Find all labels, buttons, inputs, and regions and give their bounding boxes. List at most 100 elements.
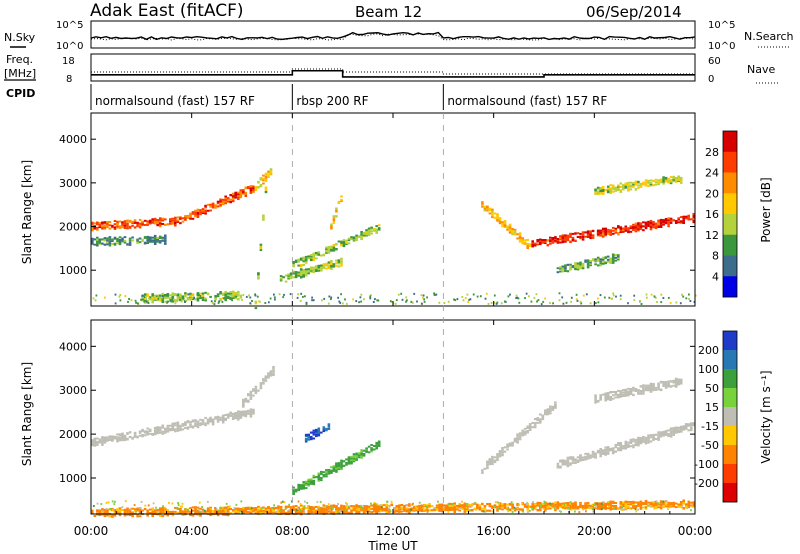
echo-cell bbox=[667, 501, 670, 504]
echo-cell bbox=[584, 507, 587, 510]
echo-cell bbox=[257, 186, 260, 189]
echo-cell bbox=[302, 260, 305, 263]
echo-cell bbox=[141, 238, 144, 242]
echo-cell bbox=[221, 294, 225, 297]
echo-cell bbox=[196, 420, 200, 424]
noise-cell bbox=[152, 502, 155, 505]
echo-cell bbox=[619, 226, 623, 229]
echo-cell bbox=[118, 236, 122, 239]
echo-cell bbox=[508, 223, 512, 227]
echo-cell bbox=[644, 501, 648, 504]
echo-cell bbox=[335, 470, 338, 473]
echo-cell bbox=[123, 434, 127, 437]
echo-cell bbox=[609, 447, 612, 450]
echo-cell bbox=[174, 428, 177, 431]
echo-cell bbox=[292, 491, 295, 494]
echo-cell bbox=[498, 222, 502, 225]
echo-cell bbox=[664, 430, 668, 432]
echo-cell bbox=[584, 235, 587, 238]
echo-cell bbox=[599, 452, 602, 455]
echo-cell bbox=[672, 501, 675, 504]
echo-cell bbox=[632, 393, 635, 397]
echo-cell bbox=[317, 474, 321, 476]
echo-cell bbox=[307, 438, 310, 441]
echo-cell bbox=[106, 221, 109, 224]
echo-cell bbox=[330, 469, 333, 472]
echo-cell bbox=[118, 225, 122, 228]
echo-cell bbox=[93, 515, 97, 517]
echo-cell bbox=[269, 509, 273, 512]
echo-cell bbox=[196, 509, 200, 512]
echo-cell bbox=[388, 508, 391, 511]
echo-cell bbox=[141, 299, 144, 302]
echo-cell bbox=[377, 440, 381, 443]
echo-cell bbox=[312, 509, 316, 512]
echo-cell bbox=[184, 292, 187, 295]
echo-cell bbox=[209, 416, 212, 419]
echo-cell bbox=[254, 392, 258, 395]
echo-cell bbox=[579, 455, 582, 458]
echo-cell bbox=[254, 512, 258, 515]
echo-cell bbox=[617, 393, 620, 396]
echo-cell bbox=[629, 445, 633, 448]
echo-cell bbox=[528, 243, 532, 246]
echo-cell bbox=[581, 267, 585, 270]
echo-cell bbox=[632, 183, 635, 186]
echo-cell bbox=[304, 268, 308, 271]
echo-cell bbox=[176, 424, 180, 427]
echo-cell bbox=[166, 430, 170, 433]
echo-cell bbox=[445, 509, 449, 511]
echo-cell bbox=[556, 507, 560, 510]
echo-cell bbox=[440, 508, 444, 511]
echo-cell bbox=[171, 427, 175, 430]
noise-cell bbox=[610, 297, 613, 300]
echo-cell bbox=[634, 438, 638, 442]
echo-cell bbox=[531, 421, 534, 424]
noise-cell bbox=[113, 503, 116, 506]
echo-cell bbox=[252, 389, 255, 392]
echo-cell bbox=[196, 214, 200, 218]
echo-cell bbox=[342, 509, 346, 512]
echo-cell bbox=[239, 415, 243, 418]
echo-cell bbox=[579, 235, 582, 238]
echo-cell bbox=[237, 191, 240, 194]
echo-cell bbox=[315, 432, 318, 434]
echo-cell bbox=[239, 508, 243, 510]
echo-cell bbox=[428, 504, 431, 507]
echo-cell bbox=[561, 462, 565, 465]
echo-cell bbox=[657, 219, 660, 223]
echo-cell bbox=[584, 457, 587, 460]
noise-cell bbox=[303, 509, 306, 512]
echo-cell bbox=[581, 504, 585, 507]
echo-cell bbox=[574, 504, 577, 507]
echo-cell bbox=[659, 225, 663, 228]
echo-cell bbox=[692, 502, 696, 505]
echo-cell bbox=[176, 429, 180, 432]
echo-cell bbox=[619, 504, 623, 507]
echo-cell bbox=[113, 236, 117, 240]
echo-cell bbox=[523, 430, 527, 433]
echo-cell bbox=[604, 451, 607, 454]
echo-cell bbox=[440, 510, 444, 513]
power-ylabel: Slant Range [km] bbox=[20, 160, 34, 264]
echo-cell bbox=[601, 192, 605, 195]
echo-cell bbox=[488, 463, 492, 466]
echo-cell bbox=[206, 418, 210, 421]
echo-cell bbox=[209, 506, 212, 509]
echo-cell bbox=[347, 457, 351, 460]
echo-cell bbox=[337, 465, 341, 468]
echo-cell bbox=[533, 503, 537, 505]
echo-cell bbox=[184, 215, 187, 218]
echo-cell bbox=[594, 188, 597, 191]
echo-cell bbox=[609, 184, 612, 187]
echo-cell bbox=[191, 509, 195, 512]
echo-cell bbox=[340, 508, 343, 511]
echo-cell bbox=[158, 217, 162, 220]
echo-cell bbox=[352, 238, 356, 241]
echo-cell bbox=[523, 241, 527, 244]
noise-sky-line bbox=[90, 31, 696, 41]
echo-cell bbox=[488, 461, 492, 464]
echo-cell bbox=[604, 395, 607, 399]
echo-cell bbox=[320, 265, 323, 268]
echo-cell bbox=[649, 224, 653, 227]
